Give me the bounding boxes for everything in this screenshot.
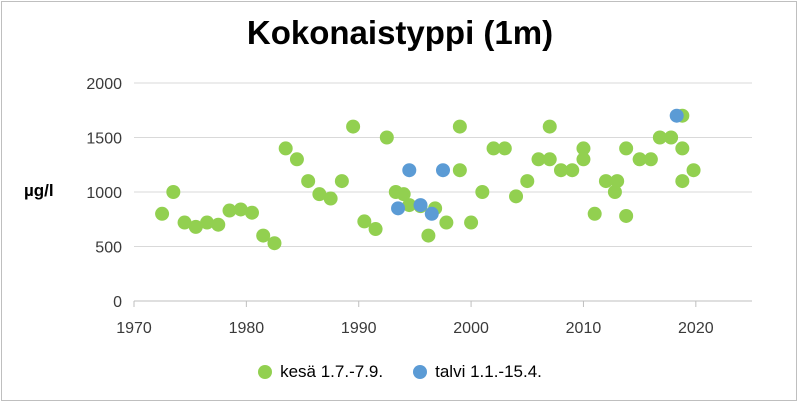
point-series0-30 [464,215,479,230]
y-tick-label-2000: 2000 [86,76,122,93]
y-tick-label-1000: 1000 [86,185,122,202]
legend-label-winter: talvi 1.1.-15.4. [435,362,542,381]
point-series0-55 [675,174,690,189]
point-series0-9 [256,228,271,243]
point-series0-8 [244,205,259,220]
point-series0-14 [312,187,327,202]
x-tick-label-1980: 1980 [229,320,265,337]
x-tick-label-2010: 2010 [566,320,602,337]
point-series0-33 [497,141,512,156]
point-series0-6 [222,203,237,218]
point-series0-12 [289,152,304,167]
point-series1-0 [391,201,406,216]
point-series0-10 [267,236,282,251]
point-series0-39 [553,163,568,178]
point-series0-28 [452,163,467,178]
point-series0-31 [475,185,490,199]
point-series0-23 [402,198,417,213]
legend-item-winter: talvi 1.1.-15.4. [413,362,542,382]
point-series0-20 [379,130,394,145]
point-series0-44 [598,174,613,189]
point-series1-4 [436,163,450,178]
point-series0-41 [576,152,591,167]
point-series0-51 [652,130,667,145]
tick-labels: 0 500 1000 1500 2000 1970 1980 1990 2000 2010 2020 [86,76,713,337]
point-series0-40 [565,163,580,178]
x-tick-label-2020: 2020 [678,320,714,337]
point-series0-38 [542,119,557,134]
point-series0-50 [643,152,658,167]
point-series0-16 [334,174,349,189]
y-axis-label: µg/l [24,181,54,200]
x-tick-label-1990: 1990 [341,320,377,337]
point-series0-0 [155,206,170,221]
point-series0-2 [177,215,192,230]
legend-item-summer: kesä 1.7.-7.9. [258,362,383,382]
point-series1-1 [402,163,417,178]
point-series0-52 [664,130,679,145]
x-tick-label-1970: 1970 [116,320,152,337]
point-series0-22 [396,187,411,202]
point-series0-46 [610,174,625,189]
legend-marker-summer [258,365,273,379]
point-series0-15 [323,191,338,206]
data-points [155,108,701,251]
chart-title: Kokonaistyppi (1m) [246,14,554,51]
point-series0-11 [278,141,293,156]
point-series0-42 [576,141,591,156]
point-series0-18 [357,214,372,229]
legend-label-summer: kesä 1.7.-7.9. [280,362,384,381]
point-series0-35 [520,174,535,189]
point-series0-45 [607,185,622,199]
point-series0-29 [452,119,467,134]
point-series0-4 [200,215,215,230]
y-tick-label-1500: 1500 [86,131,122,148]
point-series0-34 [509,189,524,204]
y-tick-label-0: 0 [113,294,122,311]
point-series0-5 [211,217,226,232]
point-series0-48 [619,141,634,156]
legend: kesä 1.7.-7.9. talvi 1.1.-15.4. [0,362,800,382]
point-series0-54 [675,141,690,156]
grid-lines [134,82,752,247]
point-series0-3 [188,219,203,234]
point-series0-13 [301,174,316,189]
point-series0-25 [421,228,436,243]
point-series0-36 [531,152,546,167]
point-series0-47 [619,208,634,223]
point-series0-27 [439,215,454,230]
point-series0-43 [587,206,602,221]
point-series0-17 [346,119,361,134]
x-tick-label-2000: 2000 [453,320,489,337]
point-series0-7 [233,202,248,217]
point-series0-1 [166,185,181,199]
legend-marker-winter [413,365,428,379]
axes [133,300,752,307]
point-series0-19 [368,222,383,237]
point-series0-49 [632,152,647,167]
y-tick-label-500: 500 [95,240,122,257]
point-series0-56 [686,163,701,178]
point-series0-32 [486,141,501,156]
point-series0-37 [542,152,557,167]
point-series1-5 [669,108,684,123]
point-series1-3 [424,206,439,221]
point-series1-2 [413,198,428,213]
